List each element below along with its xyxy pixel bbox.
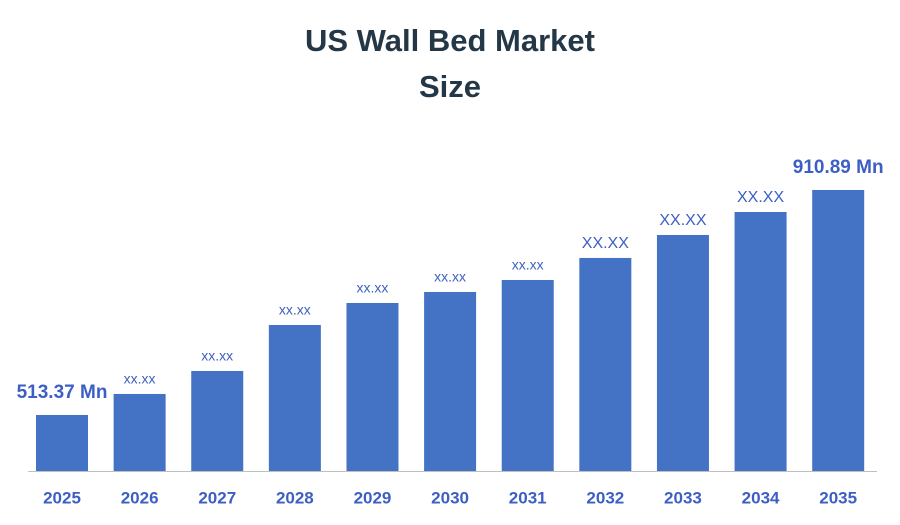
x-tick-label: 2034	[742, 488, 780, 507]
bar	[36, 414, 89, 471]
value-label: xx.xx	[512, 257, 544, 273]
bar	[424, 291, 477, 471]
x-tick-label: 2029	[354, 488, 392, 507]
chart-title: US Wall Bed Market Size	[305, 23, 595, 104]
bar	[191, 370, 244, 471]
x-tick-label: 2030	[431, 488, 469, 507]
value-label: xx.xx	[279, 302, 311, 318]
value-label: XX.XX	[737, 189, 784, 206]
bar	[812, 189, 865, 471]
value-label: xx.xx	[357, 280, 389, 296]
bar	[734, 211, 787, 471]
x-tick-label: 2027	[198, 488, 236, 507]
x-tick-label: 2028	[276, 488, 314, 507]
bar	[268, 324, 321, 471]
value-label: 910.89 Mn	[793, 157, 884, 178]
bar	[501, 279, 554, 471]
value-label: xx.xx	[124, 371, 156, 387]
bar	[113, 393, 166, 471]
x-tick-label: 2031	[509, 488, 547, 507]
x-tick-label: 2026	[121, 488, 159, 507]
x-tick-label: 2032	[586, 488, 624, 507]
x-tick-label: 2025	[43, 488, 81, 507]
bar	[346, 303, 399, 471]
value-label: xx.xx	[434, 269, 466, 285]
bar	[579, 257, 632, 471]
bar	[656, 234, 709, 471]
value-label: XX.XX	[582, 235, 629, 252]
x-tick-label: 2033	[664, 488, 702, 507]
value-label: XX.XX	[659, 212, 706, 229]
value-label: xx.xx	[201, 348, 233, 364]
value-label: 513.37 Mn	[17, 382, 108, 403]
x-tick-label: 2035	[819, 488, 857, 507]
